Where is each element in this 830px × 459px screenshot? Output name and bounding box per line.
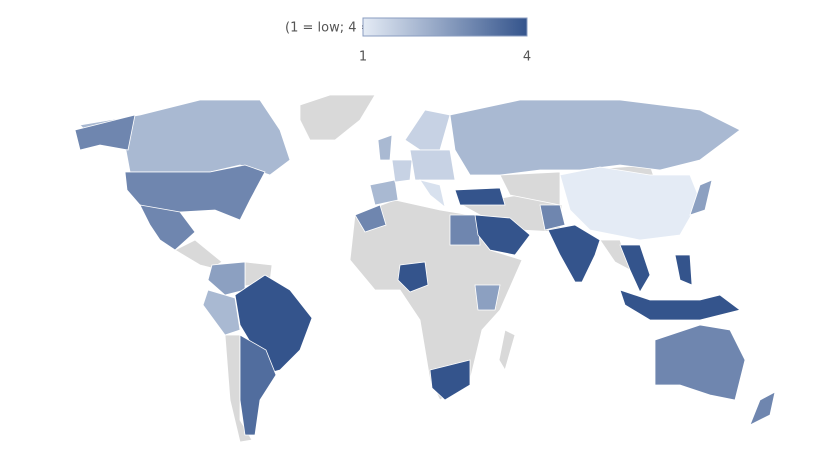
region	[397, 261, 429, 293]
region	[239, 334, 277, 436]
region	[354, 204, 387, 233]
region	[449, 214, 481, 246]
region	[369, 179, 399, 206]
region	[674, 254, 693, 286]
region	[391, 159, 413, 183]
region	[619, 244, 651, 293]
region	[559, 166, 701, 241]
land	[498, 329, 516, 371]
base-land	[174, 94, 656, 443]
region	[139, 204, 196, 251]
region	[202, 289, 241, 336]
region	[207, 261, 246, 296]
region	[749, 391, 776, 426]
region	[409, 149, 456, 181]
region	[449, 99, 741, 176]
region	[404, 109, 451, 151]
region	[419, 179, 446, 209]
legend-gradient	[362, 17, 528, 37]
region	[377, 134, 393, 161]
region	[74, 114, 136, 151]
land	[299, 94, 376, 141]
region	[474, 214, 531, 256]
region	[547, 224, 601, 283]
region	[474, 284, 501, 311]
region	[539, 204, 566, 231]
region	[124, 164, 266, 221]
land	[349, 199, 523, 401]
region	[654, 324, 746, 401]
region	[454, 187, 506, 206]
regions	[74, 99, 776, 436]
legend-tick-label: 4	[523, 50, 531, 65]
region	[429, 359, 471, 401]
region	[619, 289, 741, 321]
land	[174, 239, 223, 269]
region	[689, 179, 713, 216]
legend-tick-label: 1	[359, 50, 367, 65]
